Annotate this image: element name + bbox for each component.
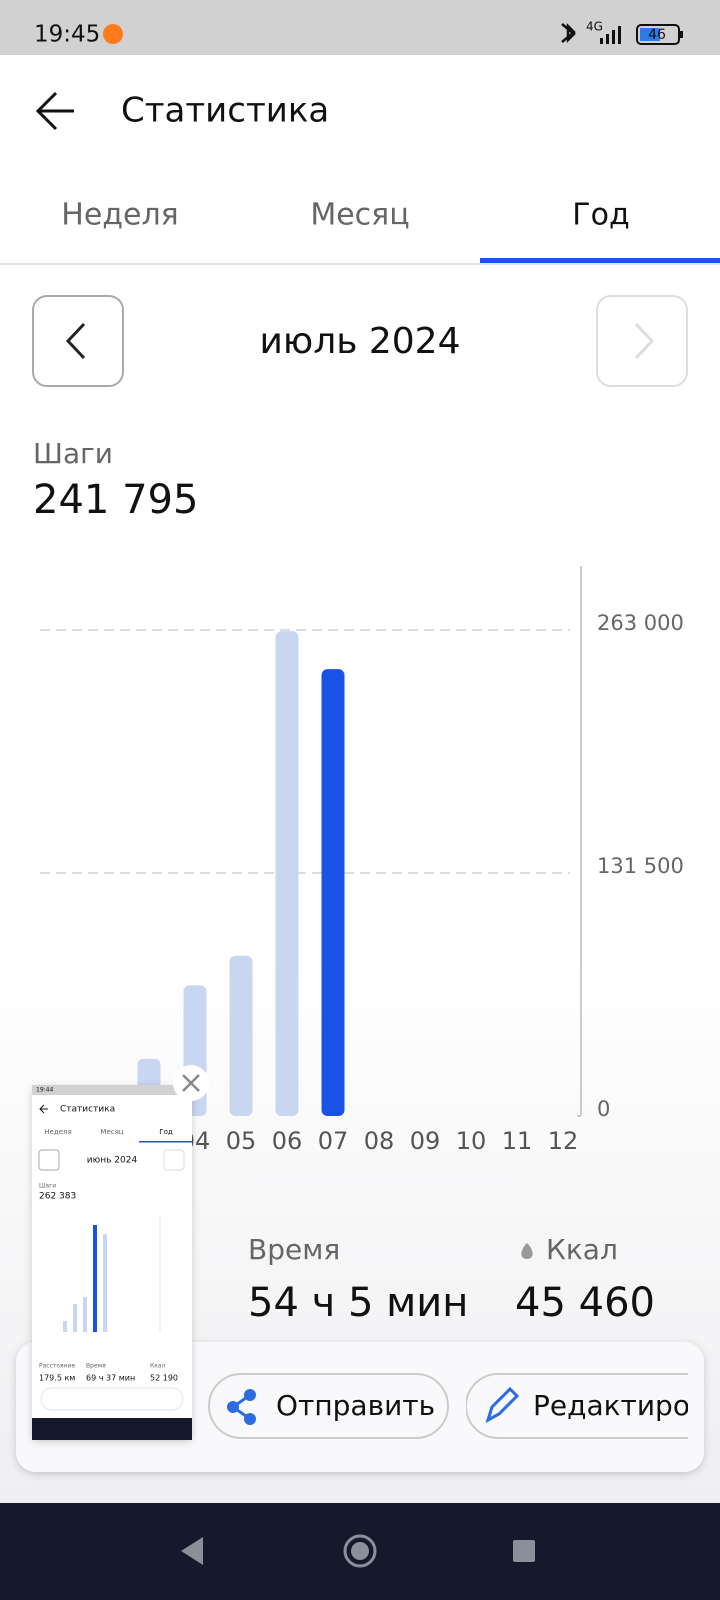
thumbnail-status: [32, 1085, 192, 1095]
battery-level: [640, 28, 660, 41]
steps-label: Шаги: [33, 437, 113, 470]
back-button[interactable]: [35, 91, 74, 131]
bluetooth-icon: [561, 22, 576, 44]
battery-tip: [680, 31, 683, 38]
nav-recents[interactable]: [513, 1540, 535, 1562]
nav-home[interactable]: [343, 1534, 377, 1568]
thumbnail-stat-label: Расстояние: [39, 1363, 75, 1370]
x-tick-label: 07: [318, 1127, 349, 1155]
thumbnail-stat-value: 52 190: [150, 1374, 178, 1383]
divider: [0, 263, 720, 265]
thumbnail-steps-label: Шаги: [39, 1183, 56, 1190]
close-icon: [182, 1074, 200, 1092]
x-tick-label: 09: [410, 1127, 441, 1155]
edit-button[interactable]: [466, 1373, 720, 1439]
stat-label: Время: [248, 1233, 340, 1266]
edit-label: Редактиров: [533, 1389, 706, 1422]
signal-icon: [600, 26, 621, 44]
bar: [321, 669, 345, 1116]
share-icon: [227, 1389, 256, 1425]
share-button[interactable]: [208, 1373, 449, 1439]
thumbnail-back: [39, 1104, 48, 1114]
thumbnail-tab-indicator: [139, 1141, 192, 1143]
status-time: 19:45: [34, 22, 100, 48]
thumbnail-stat-value: 69 ч 37 мин: [86, 1374, 135, 1383]
steps-value: 241 795: [33, 477, 198, 523]
thumbnail-time: 19:44: [36, 1087, 53, 1094]
thumbnail-stat-label: Время: [86, 1363, 106, 1370]
thumbnail-tab: Месяц: [100, 1128, 123, 1136]
nav-back[interactable]: [181, 1537, 203, 1565]
battery-text: 46: [648, 27, 666, 43]
thumbnail-title: Статистика: [60, 1105, 115, 1115]
thumbnail-period: июнь 2024: [87, 1156, 138, 1166]
x-tick-label: 08: [364, 1127, 395, 1155]
tab[interactable]: Неделя: [61, 198, 178, 233]
share-label: Отправить: [276, 1389, 435, 1422]
edit-icon: [485, 1386, 520, 1424]
thumbnail-tab: Неделя: [44, 1128, 71, 1136]
edit-button-clip: Редактиров: [466, 1373, 720, 1439]
x-tick-label: 12: [548, 1127, 579, 1155]
network-type: 4G: [586, 20, 603, 34]
notification-icon: [103, 24, 123, 44]
header: [0, 55, 720, 263]
next-period[interactable]: [596, 295, 688, 387]
kcal-icon: [521, 1243, 533, 1259]
thumbnail-frame: [32, 1085, 192, 1440]
thumbnail-navbar: [32, 1418, 192, 1440]
nav-home-dot: [351, 1542, 369, 1560]
thumbnail-tabbar: [40, 1387, 184, 1411]
thumbnail-stat-value: 179.5 км: [39, 1374, 75, 1383]
x-tick-label: 05: [226, 1127, 257, 1155]
y-tick-label: 131 500: [597, 854, 684, 878]
bar: [275, 631, 299, 1116]
screenshot-thumbnail[interactable]: 19:44 Статистика Неделя Месяц Год июнь 2…: [32, 1065, 209, 1440]
x-tick-label: 11: [502, 1127, 533, 1155]
thumbnail-next: [163, 1149, 185, 1171]
period-label: июль 2024: [260, 321, 461, 362]
thumbnail-tab: Год: [159, 1128, 173, 1136]
prev-arrow: [65, 322, 86, 360]
stat-label: Ккал: [546, 1233, 618, 1266]
thumbnail-stat-label: Ккал: [150, 1363, 166, 1370]
y-tick-label: 0: [597, 1097, 610, 1121]
prev-period[interactable]: [32, 295, 124, 387]
tab[interactable]: Месяц: [310, 198, 409, 233]
x-tick-label: 06: [272, 1127, 303, 1155]
thumbnail-chart: [63, 1215, 161, 1332]
stat-value: 45 460: [515, 1280, 655, 1326]
stat-value: 54 ч 5 мин: [248, 1280, 468, 1326]
tab-active[interactable]: Год: [572, 198, 629, 233]
tab-indicator: [480, 258, 720, 263]
next-arrow: [634, 322, 655, 360]
battery-icon: [636, 24, 680, 45]
bar: [229, 955, 253, 1116]
thumbnail-steps: 262 383: [39, 1192, 76, 1202]
screen-title: Статистика: [121, 91, 329, 131]
y-tick-label: 263 000: [597, 611, 684, 635]
x-tick-label: 10: [456, 1127, 487, 1155]
thumbnail-prev: [38, 1149, 60, 1171]
